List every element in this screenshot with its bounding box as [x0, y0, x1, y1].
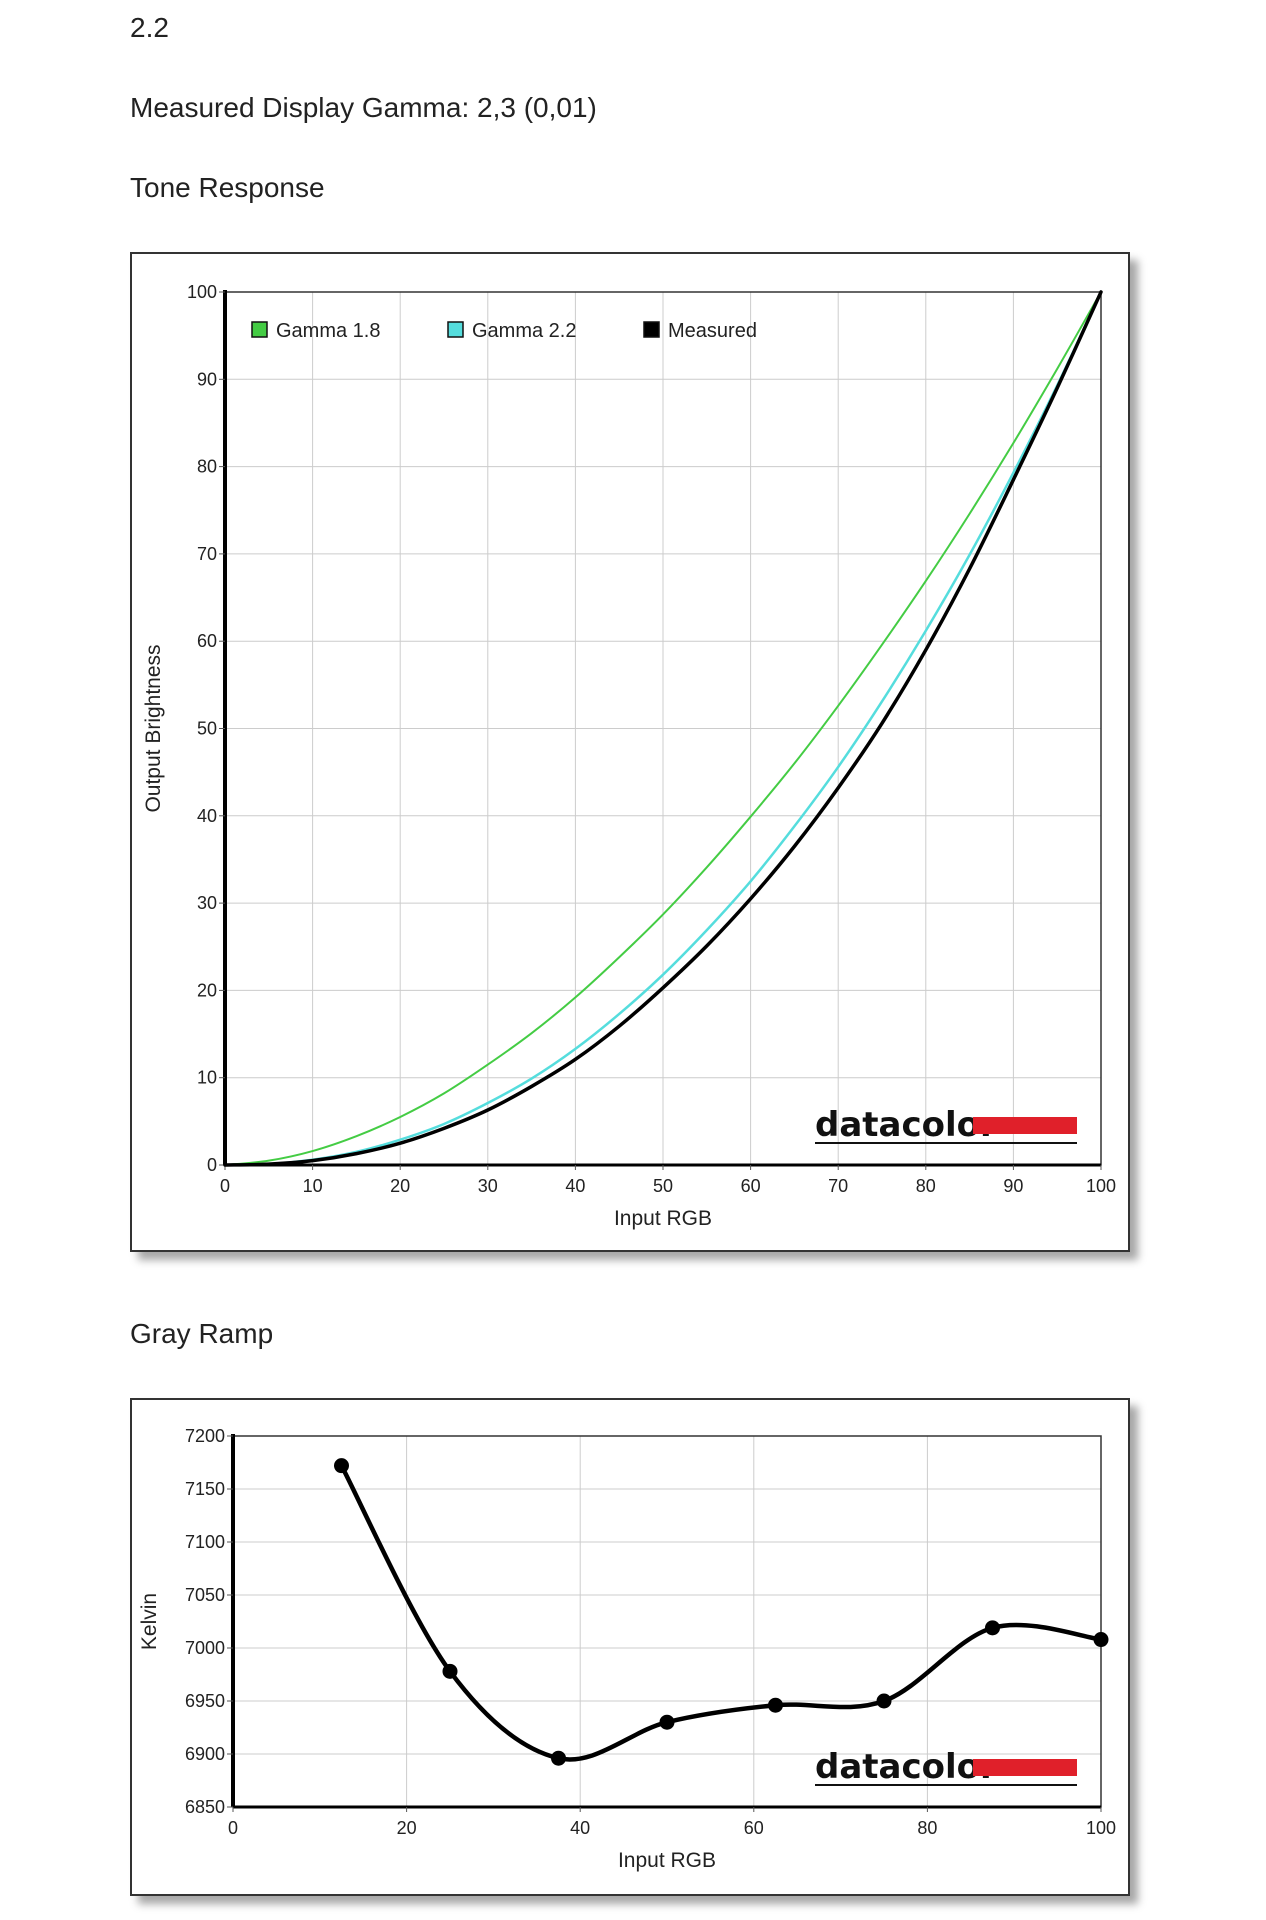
y-tick-label: 50	[197, 719, 217, 739]
datacolor-logo-text: datacolor	[815, 1747, 997, 1787]
legend-label: Gamma 2.2	[472, 320, 576, 342]
data-point	[442, 1663, 458, 1679]
y-tick-label: 60	[197, 631, 217, 651]
x-tick-label: 100	[1086, 1176, 1116, 1196]
x-tick-label: 30	[478, 1176, 498, 1196]
datacolor-logo-bar	[973, 1117, 1077, 1134]
x-tick-label: 60	[744, 1818, 764, 1838]
x-axis-title: Input RGB	[614, 1207, 712, 1230]
gray-ramp-title: Gray Ramp	[130, 1318, 274, 1349]
y-tick-label: 30	[197, 893, 217, 913]
legend-swatch	[447, 321, 464, 338]
y-tick-label: 7200	[185, 1426, 225, 1446]
x-tick-label: 100	[1086, 1818, 1116, 1838]
data-point	[876, 1693, 892, 1709]
x-tick-label: 0	[228, 1818, 238, 1838]
data-point	[1093, 1632, 1109, 1648]
y-tick-label: 70	[197, 544, 217, 564]
x-tick-label: 90	[1003, 1176, 1023, 1196]
y-tick-label: 7050	[185, 1585, 225, 1605]
legend-swatch	[251, 321, 268, 338]
x-tick-label: 80	[917, 1818, 937, 1838]
tone-response-title: Tone Response	[130, 172, 325, 203]
datacolor-logo-text: datacolor	[815, 1105, 997, 1145]
legend-label: Gamma 1.8	[276, 320, 380, 342]
data-point	[551, 1750, 566, 1766]
y-tick-label: 90	[197, 369, 217, 389]
datacolor-logo-bar	[973, 1759, 1077, 1776]
y-tick-label: 40	[197, 806, 217, 826]
x-tick-label: 70	[828, 1176, 848, 1196]
x-tick-label: 40	[570, 1818, 590, 1838]
measured-gamma-label: Measured Display Gamma: 2,3 (0,01)	[130, 92, 597, 123]
y-axis-title: Kelvin	[138, 1593, 161, 1650]
x-tick-label: 50	[653, 1176, 673, 1196]
y-tick-label: 10	[197, 1068, 217, 1088]
y-tick-label: 7000	[185, 1638, 225, 1658]
series-line-series-0	[339, 1463, 1104, 1762]
x-tick-label: 10	[303, 1176, 323, 1196]
data-point	[334, 1458, 349, 1474]
data-point	[659, 1714, 675, 1730]
y-axis-title: Output Brightness	[142, 644, 165, 812]
tone-response-chart: 0 10 20 30 40 50 60 70 80 90 100 0 10 20 30 40 50 60 70 80 9…	[130, 252, 1130, 1252]
y-tick-label: 6950	[185, 1691, 225, 1711]
y-tick-label: 6900	[185, 1744, 225, 1764]
y-tick-label: 100	[187, 282, 217, 302]
y-tick-label: 7150	[185, 1479, 225, 1499]
x-axis-title: Input RGB	[618, 1849, 716, 1872]
x-tick-label: 60	[741, 1176, 761, 1196]
gray-ramp-svg: 0 20 40 60 80 100 6850 6900 6950 7000 7050 7100 7150…	[138, 1426, 1116, 1872]
series-line-gamma-1-8	[224, 291, 1102, 1166]
target-gamma-label: 2.2	[130, 12, 169, 43]
x-tick-label: 20	[397, 1818, 417, 1838]
legend-label: Measured	[668, 320, 757, 342]
y-tick-label: 0	[207, 1155, 217, 1175]
y-tick-label: 6850	[185, 1797, 225, 1817]
legend-swatch	[643, 321, 660, 338]
data-point	[768, 1697, 783, 1713]
y-tick-label: 7100	[185, 1532, 225, 1552]
y-tick-label: 20	[197, 980, 217, 1000]
x-tick-label: 40	[565, 1176, 585, 1196]
y-tick-label: 80	[197, 457, 217, 477]
x-tick-label: 80	[916, 1176, 936, 1196]
gray-ramp-chart: 0 20 40 60 80 100 6850 6900 6950 7000 7050 7100 7150…	[130, 1398, 1130, 1896]
data-point	[985, 1620, 1000, 1636]
x-tick-label: 20	[390, 1176, 410, 1196]
tone-response-svg: 0 10 20 30 40 50 60 70 80 90 100 0 10 20 30 40 50 60 70 80 9…	[142, 282, 1116, 1230]
series-line-gamma-2-2	[223, 290, 1103, 1167]
x-tick-label: 0	[220, 1176, 230, 1196]
series-line-measured	[223, 290, 1103, 1167]
